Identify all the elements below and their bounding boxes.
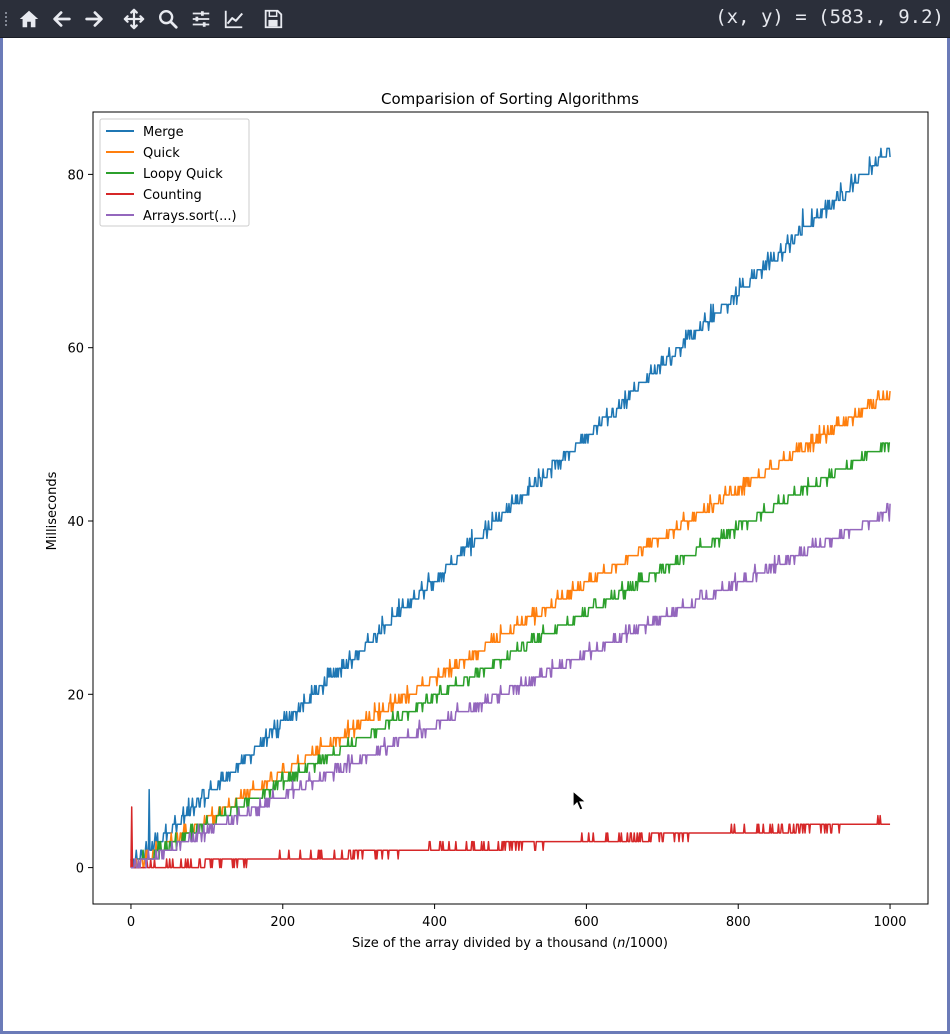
legend-entry-label: Arrays.sort(...) [143, 209, 237, 224]
legend-entry-label: Counting [143, 188, 202, 203]
series-line-arrays-sort [130, 502, 891, 869]
move-icon [123, 8, 145, 30]
legend-entry-label: Merge [143, 125, 184, 140]
sliders-icon [192, 11, 210, 27]
legend-entry-label: Quick [143, 146, 180, 161]
window-border-left [0, 38, 3, 1034]
x-tick-label: 600 [574, 915, 599, 930]
series-line-quick [130, 390, 891, 869]
floppy-disk-icon [264, 9, 283, 29]
x-tick-label: 200 [270, 915, 295, 930]
x-tick-label: 400 [422, 915, 447, 930]
y-tick-label: 60 [67, 342, 84, 357]
coordinate-readout: (x, y) = (583., 9.2) [715, 6, 944, 28]
x-axis-label: Size of the array divided by a thousand … [352, 936, 668, 951]
magnifier-icon [159, 10, 178, 29]
legend-entry-label: Loopy Quick [143, 167, 223, 182]
legend[interactable]: Merge Quick Loopy Quick Counting Arrays.sort… [99, 118, 250, 227]
y-tick-label: 80 [67, 168, 84, 183]
x-axis: 0 200 400 600 800 1000 [127, 904, 907, 930]
series-layer [130, 147, 891, 869]
y-tick-label: 0 [76, 862, 84, 877]
mouse-cursor-icon [572, 790, 588, 811]
x-tick-label: 1000 [873, 915, 906, 930]
toolbar-grip[interactable] [4, 11, 8, 27]
forward-button[interactable] [80, 6, 108, 32]
home-button[interactable] [15, 6, 43, 32]
zoom-button[interactable] [154, 6, 182, 32]
y-axis-label: Milliseconds [45, 471, 60, 550]
configure-subplots-button[interactable] [187, 6, 215, 32]
y-axis: 0 20 40 60 80 [67, 168, 93, 877]
x-axis-label-end: /1000) [625, 936, 668, 951]
y-tick-label: 40 [67, 515, 84, 530]
matplotlib-toolbar: (x, y) = (583., 9.2) [0, 0, 950, 38]
save-button[interactable] [259, 6, 287, 32]
series-line-loopy-quick [130, 442, 891, 869]
back-button[interactable] [48, 6, 76, 32]
figure-canvas[interactable]: Comparision of Sorting Algorithms 0 200 40… [0, 38, 950, 1034]
chart-title: Comparision of Sorting Algorithms [381, 90, 639, 108]
x-tick-label: 800 [726, 915, 751, 930]
line-chart-icon [224, 10, 244, 29]
edit-axis-button[interactable] [220, 6, 248, 32]
series-line-merge [130, 147, 891, 869]
pan-button[interactable] [120, 6, 148, 32]
y-tick-label: 20 [67, 688, 84, 703]
x-axis-label-main: Size of the array divided by a thousand … [352, 936, 617, 951]
window-border-right [947, 38, 950, 1034]
home-icon [19, 10, 39, 28]
legend-frame [99, 118, 250, 227]
x-axis-label-variable: n [617, 936, 625, 951]
x-tick-label: 0 [127, 915, 135, 930]
series-line-counting [130, 806, 891, 869]
arrow-left-icon [53, 11, 71, 27]
arrow-right-icon [85, 11, 103, 27]
window-border-bottom [0, 1031, 950, 1034]
